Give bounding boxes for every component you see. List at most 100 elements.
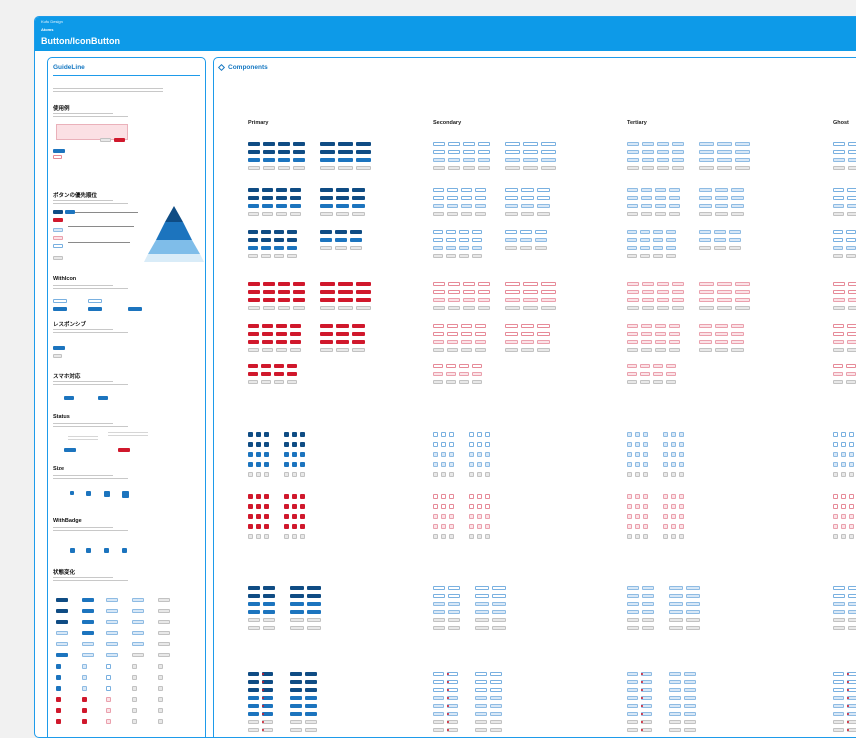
button-sample[interactable]	[248, 254, 258, 258]
danger-icon-button-sample[interactable]	[627, 494, 632, 499]
icon-button-sample[interactable]	[485, 442, 490, 447]
danger-button-sample[interactable]	[263, 306, 275, 310]
button-sample[interactable]	[433, 586, 445, 590]
danger-icon-button-sample[interactable]	[477, 534, 482, 539]
danger-button-sample[interactable]	[447, 340, 458, 344]
button-sample[interactable]	[492, 626, 506, 630]
icon-button-sample[interactable]	[679, 432, 684, 437]
icon-button-sample[interactable]	[469, 432, 474, 437]
button-sample[interactable]	[686, 626, 700, 630]
icon-button-sample[interactable]	[477, 432, 482, 437]
danger-button-sample[interactable]	[627, 340, 638, 344]
danger-button-sample[interactable]	[463, 298, 475, 302]
danger-button-sample[interactable]	[833, 282, 845, 286]
icon-button-sample[interactable]	[256, 432, 261, 437]
button-sample[interactable]	[248, 610, 260, 614]
button-sample[interactable]	[475, 196, 486, 200]
danger-button-sample[interactable]	[627, 332, 638, 336]
danger-button-sample[interactable]	[505, 290, 520, 294]
button-sample[interactable]	[461, 196, 472, 200]
danger-button-sample[interactable]	[833, 340, 844, 344]
danger-button-sample[interactable]	[653, 380, 663, 384]
icon-button-sample[interactable]	[292, 462, 297, 467]
button-sample[interactable]	[475, 688, 487, 692]
button-sample[interactable]	[248, 246, 258, 250]
danger-icon-button-sample[interactable]	[849, 534, 854, 539]
danger-icon-button-sample[interactable]	[679, 494, 684, 499]
responsive-button-alt[interactable]	[53, 354, 62, 358]
button-sample[interactable]	[248, 672, 259, 676]
button-sample[interactable]	[475, 610, 489, 614]
button-sample[interactable]	[641, 212, 652, 216]
danger-icon-button-sample[interactable]	[833, 524, 838, 529]
button-sample[interactable]	[248, 230, 258, 234]
state-sample[interactable]	[158, 719, 163, 724]
icon-button-sample[interactable]	[248, 472, 253, 477]
state-sample[interactable]	[56, 708, 61, 713]
danger-button-sample[interactable]	[276, 340, 287, 344]
danger-button-sample[interactable]	[833, 372, 843, 376]
button-sample[interactable]	[433, 728, 444, 732]
danger-button-sample[interactable]	[717, 306, 732, 310]
danger-button-sample[interactable]	[448, 298, 460, 302]
button-sample[interactable]	[278, 150, 290, 154]
button-sample[interactable]	[505, 238, 517, 242]
danger-button-sample[interactable]	[320, 348, 333, 352]
icon-button-sample[interactable]	[469, 442, 474, 447]
button-sample[interactable]	[478, 142, 490, 146]
button-sample[interactable]	[669, 696, 681, 700]
button-sample[interactable]	[472, 254, 482, 258]
breadcrumb[interactable]: Kufu Design	[41, 19, 63, 24]
button-sample[interactable]	[505, 212, 518, 216]
button-sample[interactable]	[263, 158, 275, 162]
button-sample[interactable]	[448, 158, 460, 162]
button-sample[interactable]	[655, 188, 666, 192]
button-sample[interactable]	[666, 238, 676, 242]
danger-button-sample[interactable]	[641, 324, 652, 328]
state-sample[interactable]	[56, 631, 68, 635]
icon-button-sample[interactable]	[841, 442, 846, 447]
button-sample[interactable]	[448, 610, 460, 614]
button-sample[interactable]	[642, 158, 654, 162]
state-sample[interactable]	[158, 598, 170, 602]
button-sample[interactable]	[290, 602, 304, 606]
danger-button-sample[interactable]	[293, 282, 305, 286]
button-sample[interactable]	[307, 618, 321, 622]
button-sample[interactable]	[446, 230, 456, 234]
danger-button-sample[interactable]	[521, 332, 534, 336]
button-sample[interactable]	[287, 254, 297, 258]
danger-icon-button-sample[interactable]	[671, 504, 676, 509]
danger-icon-button-sample[interactable]	[663, 494, 668, 499]
danger-icon-button-sample[interactable]	[449, 534, 454, 539]
button-sample[interactable]	[833, 696, 844, 700]
button-sample[interactable]	[274, 246, 284, 250]
button-sample[interactable]	[448, 150, 460, 154]
priority-button[interactable]	[53, 236, 63, 240]
danger-button-sample[interactable]	[447, 332, 458, 336]
danger-button-sample[interactable]	[352, 332, 365, 336]
button-sample[interactable]	[492, 618, 506, 622]
button-sample[interactable]	[505, 230, 517, 234]
danger-button-sample[interactable]	[848, 290, 856, 294]
danger-button-sample[interactable]	[521, 340, 534, 344]
button-sample[interactable]	[276, 196, 287, 200]
button-sample[interactable]	[833, 712, 844, 716]
danger-button-sample[interactable]	[505, 348, 518, 352]
danger-button-sample[interactable]	[261, 364, 271, 368]
button-sample[interactable]	[475, 626, 489, 630]
danger-button-sample[interactable]	[290, 348, 301, 352]
button-sample[interactable]	[669, 704, 681, 708]
button-sample[interactable]	[290, 204, 301, 208]
danger-button-sample[interactable]	[523, 290, 538, 294]
button-sample[interactable]	[448, 618, 460, 622]
state-sample[interactable]	[132, 620, 144, 624]
button-sample[interactable]	[446, 246, 456, 250]
button-sample[interactable]	[290, 704, 302, 708]
danger-button-sample[interactable]	[666, 372, 676, 376]
danger-button-sample[interactable]	[461, 340, 472, 344]
button-sample[interactable]	[846, 246, 856, 250]
button-sample[interactable]	[715, 188, 728, 192]
icon-button-sample[interactable]	[679, 452, 684, 457]
button-sample[interactable]	[459, 246, 469, 250]
state-sample[interactable]	[158, 697, 163, 702]
